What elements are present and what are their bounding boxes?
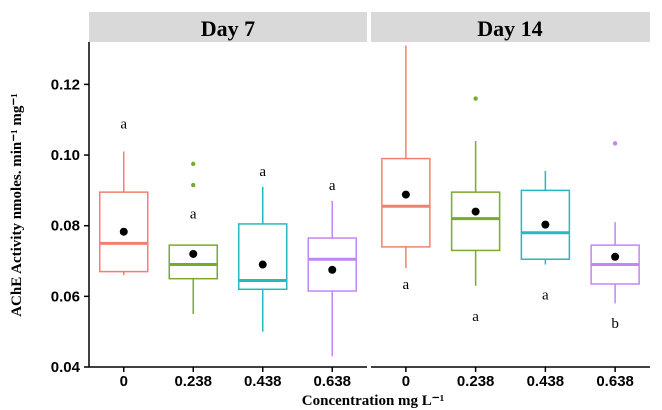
- significance-letter: a: [120, 116, 127, 132]
- significance-letter: a: [329, 178, 336, 194]
- outlier-point: [191, 182, 196, 188]
- x-tick-label: 0.238: [457, 373, 495, 390]
- x-tick-label: 0.438: [527, 373, 565, 390]
- mean-point: [328, 265, 337, 274]
- box-day14-0.238: a: [450, 96, 501, 325]
- x-tick-label: 0.438: [244, 373, 282, 390]
- mean-point: [401, 190, 410, 199]
- mean-point: [471, 207, 480, 216]
- box-day14-0.438: a: [520, 170, 571, 304]
- facet-strip-day7: [89, 12, 367, 42]
- box-iqr: [238, 223, 288, 291]
- y-tick-label: 0.08: [51, 218, 80, 235]
- box-day7-0.238: a: [168, 161, 218, 315]
- x-tick-label: 0.238: [174, 373, 212, 390]
- mean-point: [541, 220, 550, 229]
- facet-title-day7: Day 7: [201, 16, 255, 41]
- mean-point: [611, 252, 620, 261]
- x-axis-title: Concentration mg L⁻¹: [302, 393, 444, 409]
- facet-strip-day14: [371, 12, 650, 42]
- significance-letter: a: [472, 309, 479, 325]
- y-tick-label: 0.04: [51, 359, 81, 376]
- significance-letter: a: [259, 164, 266, 180]
- boxes-layer: a a a a a a a b: [99, 45, 640, 357]
- mean-point: [119, 227, 128, 236]
- significance-letter: b: [611, 316, 619, 332]
- significance-letter: a: [190, 206, 197, 222]
- facet-title-day14: Day 14: [477, 16, 542, 41]
- box-day14-0.638: b: [590, 141, 640, 332]
- outlier-point: [191, 161, 196, 167]
- x-tick-label: 0: [402, 373, 410, 390]
- significance-letter: a: [403, 277, 410, 293]
- box-day7-0.638: a: [307, 178, 357, 357]
- outlier-point: [612, 141, 618, 146]
- x-tick-label: 0.638: [596, 373, 634, 390]
- significance-letter: a: [542, 288, 549, 304]
- mean-point: [189, 249, 198, 258]
- mean-point: [258, 260, 267, 269]
- y-axis-ticks: 0.04 0.06 0.08 0.10 0.12: [51, 76, 89, 376]
- box-day14-0: a: [381, 45, 431, 293]
- y-tick-label: 0.06: [51, 288, 80, 305]
- y-tick-label: 0.12: [51, 76, 80, 93]
- box-day7-0.438: a: [238, 164, 288, 332]
- box-iqr: [307, 237, 357, 292]
- x-axis-ticks: 0 0.238 0.438 0.638 0 0.238 0.438 0.638: [120, 367, 634, 390]
- box-day7-0: a: [99, 116, 149, 276]
- outlier-point: [473, 96, 478, 101]
- x-tick-label: 0.638: [313, 373, 351, 390]
- box-iqr: [450, 191, 501, 252]
- y-tick-label: 0.10: [51, 147, 80, 164]
- x-tick-label: 0: [120, 373, 128, 390]
- box-iqr: [381, 157, 431, 248]
- y-axis-title: AChE Activity nmoles. min⁻¹ mg⁻¹: [9, 93, 25, 317]
